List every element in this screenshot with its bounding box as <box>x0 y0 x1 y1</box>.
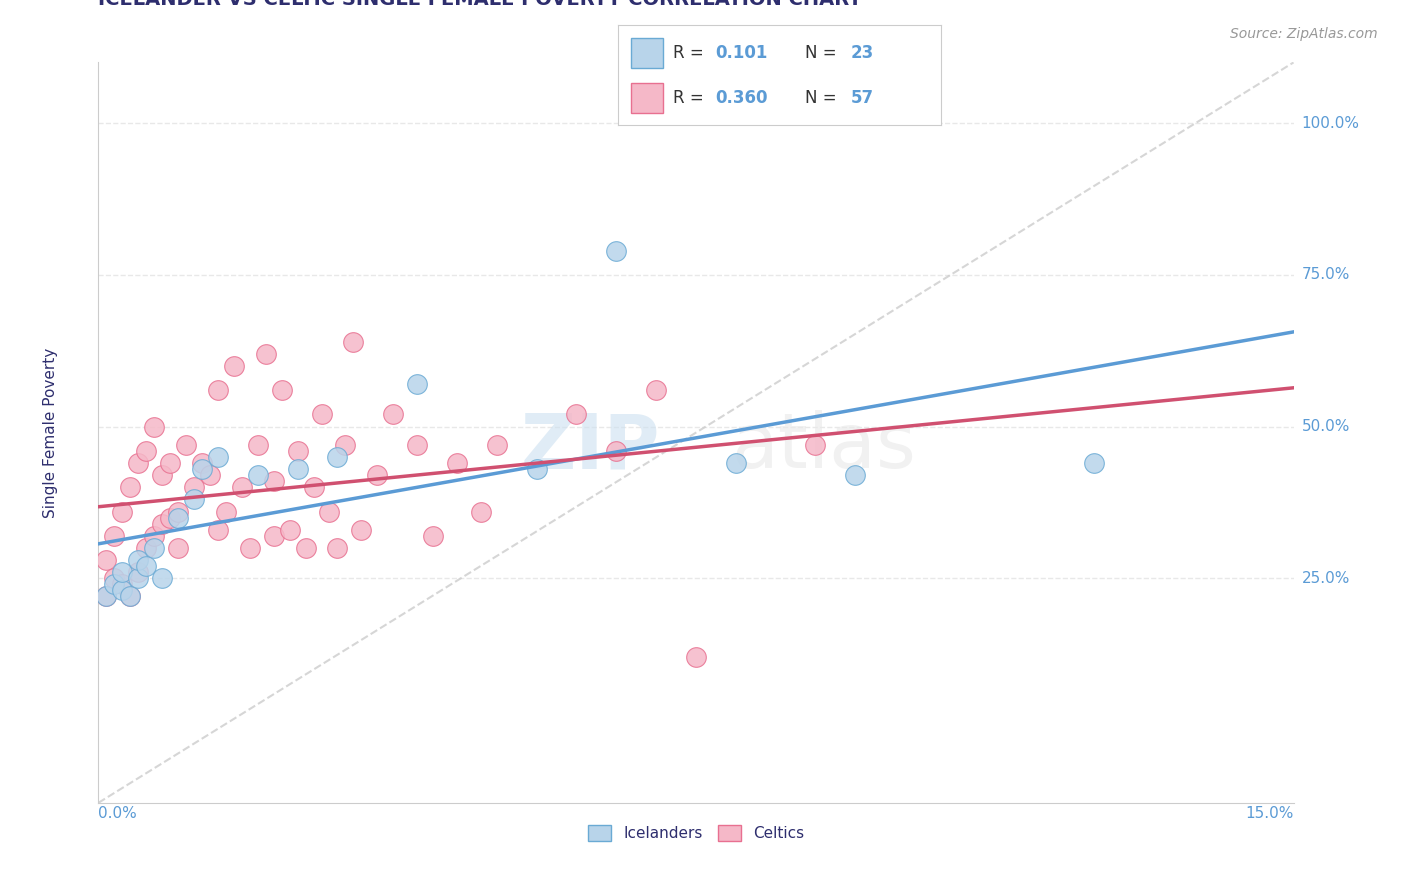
Point <box>183 492 205 507</box>
Point <box>167 504 190 518</box>
Point <box>96 590 118 604</box>
Point <box>342 334 364 349</box>
Point <box>159 510 181 524</box>
Point <box>127 571 149 585</box>
Point <box>485 438 508 452</box>
Point <box>239 541 262 555</box>
Point <box>167 541 190 555</box>
Point <box>382 408 405 422</box>
Point <box>111 565 134 579</box>
Point <box>326 450 349 464</box>
Point <box>302 480 325 494</box>
Point <box>96 553 118 567</box>
Text: ZIP: ZIP <box>520 410 661 484</box>
Point <box>143 529 166 543</box>
Point <box>111 577 134 591</box>
Point <box>127 565 149 579</box>
Point <box>150 468 173 483</box>
Point <box>111 504 134 518</box>
Point <box>287 462 309 476</box>
Point <box>263 474 285 488</box>
Point <box>150 516 173 531</box>
Point <box>605 443 627 458</box>
Point <box>215 504 238 518</box>
Point <box>526 462 548 476</box>
Point <box>207 450 229 464</box>
Point <box>470 504 492 518</box>
Point <box>135 443 157 458</box>
Point <box>246 438 269 452</box>
Point <box>127 456 149 470</box>
Point <box>254 347 277 361</box>
Point <box>844 468 866 483</box>
Point <box>685 650 707 665</box>
Text: 25.0%: 25.0% <box>1302 571 1350 586</box>
Point <box>724 456 747 470</box>
Point <box>222 359 245 373</box>
Point <box>96 590 118 604</box>
Point <box>287 443 309 458</box>
Point <box>143 541 166 555</box>
Text: Source: ZipAtlas.com: Source: ZipAtlas.com <box>1230 27 1378 41</box>
Point <box>311 408 333 422</box>
Point <box>198 468 221 483</box>
Point <box>231 480 253 494</box>
Point <box>143 419 166 434</box>
Point <box>294 541 316 555</box>
Point <box>207 383 229 397</box>
Point <box>120 590 142 604</box>
Point <box>270 383 292 397</box>
Point <box>335 438 357 452</box>
Point <box>207 523 229 537</box>
Point <box>103 577 125 591</box>
Text: ICELANDER VS CELTIC SINGLE FEMALE POVERTY CORRELATION CHART: ICELANDER VS CELTIC SINGLE FEMALE POVERT… <box>98 0 862 9</box>
Text: 100.0%: 100.0% <box>1302 116 1360 130</box>
Point <box>278 523 301 537</box>
Text: 15.0%: 15.0% <box>1246 805 1294 821</box>
Point <box>120 590 142 604</box>
Point <box>804 438 827 452</box>
Point <box>135 559 157 574</box>
Point <box>446 456 468 470</box>
Point <box>246 468 269 483</box>
Point <box>605 244 627 258</box>
Point <box>191 462 214 476</box>
Point <box>422 529 444 543</box>
Text: 75.0%: 75.0% <box>1302 268 1350 283</box>
Point <box>350 523 373 537</box>
Text: atlas: atlas <box>733 410 917 484</box>
Point <box>150 571 173 585</box>
Point <box>366 468 388 483</box>
Legend: Icelanders, Celtics: Icelanders, Celtics <box>582 819 810 847</box>
Point <box>127 553 149 567</box>
Point <box>263 529 285 543</box>
Text: Single Female Poverty: Single Female Poverty <box>44 348 58 517</box>
Point <box>174 438 197 452</box>
Point <box>406 438 429 452</box>
Point <box>103 529 125 543</box>
Point <box>406 377 429 392</box>
Point <box>183 480 205 494</box>
Point <box>120 480 142 494</box>
Point <box>135 541 157 555</box>
Text: 0.0%: 0.0% <box>98 805 138 821</box>
Point <box>191 456 214 470</box>
Point <box>326 541 349 555</box>
Text: 50.0%: 50.0% <box>1302 419 1350 434</box>
Point <box>159 456 181 470</box>
Point <box>565 408 588 422</box>
Point <box>111 583 134 598</box>
Point <box>318 504 340 518</box>
Point <box>1083 456 1105 470</box>
Point <box>645 383 668 397</box>
Point <box>167 510 190 524</box>
Point <box>103 571 125 585</box>
